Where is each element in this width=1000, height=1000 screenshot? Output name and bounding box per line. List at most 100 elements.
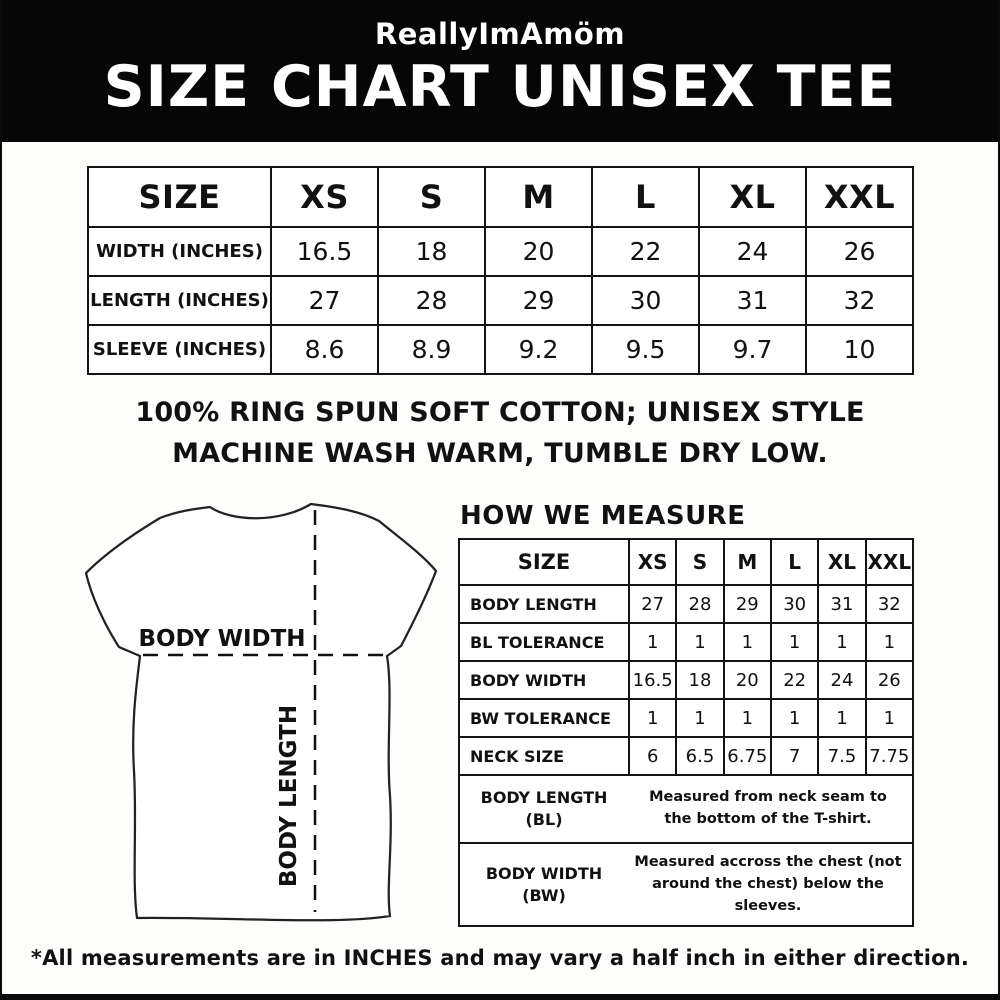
cell-value: 1	[675, 622, 725, 662]
table-row-width: WIDTH (INCHES) 16.5 18 20 22 24 26	[87, 226, 914, 277]
body-width-label: BODY WIDTH	[138, 626, 305, 652]
row-label: LENGTH (INCHES)	[87, 275, 272, 326]
cell-value: 1	[769, 698, 820, 738]
size-table: SIZE XS S M L XL XXL WIDTH (INCHES) 16.5…	[87, 166, 914, 375]
measurement-footnote: *All measurements are in INCHES and may …	[30, 946, 970, 970]
row-label: BODY LENGTH	[458, 584, 630, 624]
table-row-bw-tolerance: BW TOLERANCE 1 1 1 1 1 1	[458, 698, 915, 738]
cell-value: 32	[805, 275, 914, 326]
cell-value: 27	[627, 584, 678, 624]
cell-value: 1	[817, 622, 867, 662]
cell-value: 1	[864, 698, 915, 738]
cell-value: 22	[591, 226, 700, 277]
cell-value: 30	[591, 275, 700, 326]
cell-value: 27	[270, 275, 379, 326]
cell-value: 31	[698, 275, 807, 326]
cell-value: 22	[769, 660, 820, 700]
definition-term: BODY WIDTH (BW)	[464, 863, 624, 906]
cell-value: 16.5	[627, 660, 678, 700]
care-instructions: 100% RING SPUN SOFT COTTON; UNISEX STYLE…	[0, 392, 1000, 474]
cell-value: 1	[722, 698, 772, 738]
definition-row-body-width: BODY WIDTH (BW) Measured accross the che…	[458, 841, 914, 928]
header-banner: ReallyImAmöm SIZE CHART UNISEX TEE	[0, 0, 1000, 142]
row-label: BW TOLERANCE	[458, 698, 630, 738]
cell-value: 9.2	[484, 324, 593, 375]
definition-row-body-length: BODY LENGTH (BL) Measured from neck seam…	[458, 774, 914, 844]
row-label: BODY WIDTH	[458, 660, 630, 700]
cell-value: 16.5	[270, 226, 379, 277]
cell-value: 6.5	[675, 736, 725, 776]
table-row-neck-size: NECK SIZE 6 6.5 6.75 7 7.5 7.75	[458, 736, 915, 776]
page-title: SIZE CHART UNISEX TEE	[103, 54, 897, 120]
cell-value: 7	[769, 736, 820, 776]
measure-table-header-row: SIZE XS S M L XL XXL	[458, 538, 915, 586]
care-line-1: 100% RING SPUN SOFT COTTON; UNISEX STYLE	[135, 397, 865, 428]
definition-term-abbr: (BL)	[525, 810, 563, 829]
cell-value: 18	[377, 226, 486, 277]
cell-value: 9.7	[698, 324, 807, 375]
size-table-header-row: SIZE XS S M L XL XXL	[87, 166, 914, 228]
cell-value: 26	[805, 226, 914, 277]
tshirt-outline	[84, 502, 438, 922]
cell-value: 1	[627, 698, 678, 738]
measure-section-heading: HOW WE MEASURE	[460, 501, 746, 531]
cell-value: 10	[805, 324, 914, 375]
col-header-xs: XS	[627, 538, 678, 586]
cell-value: 18	[675, 660, 725, 700]
definition-term: BODY LENGTH (BL)	[464, 787, 624, 830]
cell-value: 7.5	[817, 736, 867, 776]
col-header-xxl: XXL	[805, 166, 914, 228]
cell-value: 20	[722, 660, 772, 700]
row-label: NECK SIZE	[458, 736, 630, 776]
bottom-border-bar	[0, 994, 1000, 1000]
care-line-2: MACHINE WASH WARM, TUMBLE DRY LOW.	[172, 438, 828, 469]
tshirt-outline-svg: BODY WIDTH BODY LENGTH	[84, 502, 438, 922]
definition-term-name: BODY WIDTH	[485, 864, 603, 884]
cell-value: 8.6	[270, 324, 379, 375]
cell-value: 24	[817, 660, 867, 700]
col-header-s: S	[377, 166, 486, 228]
definition-description: Measured from neck seam to the bottom of…	[649, 789, 887, 827]
right-border-line	[998, 0, 1000, 1000]
cell-value: 28	[377, 275, 486, 326]
col-header-xl: XL	[698, 166, 807, 228]
left-border-line	[0, 0, 2, 1000]
row-label: WIDTH (INCHES)	[87, 226, 272, 277]
col-header-xxl: XXL	[864, 538, 915, 586]
cell-value: 1	[864, 622, 915, 662]
cell-value: 20	[484, 226, 593, 277]
col-header-s: S	[675, 538, 725, 586]
cell-value: 28	[675, 584, 725, 624]
cell-value: 1	[675, 698, 725, 738]
definition-description: Measured accross the chest (not around t…	[634, 854, 902, 914]
table-row-length: LENGTH (INCHES) 27 28 29 30 31 32	[87, 275, 914, 326]
cell-value: 6.75	[722, 736, 772, 776]
col-header-size: SIZE	[87, 166, 272, 228]
definition-term-name: BODY LENGTH	[480, 788, 608, 808]
col-header-xl: XL	[817, 538, 867, 586]
row-label: SLEEVE (INCHES)	[87, 324, 272, 375]
cell-value: 29	[722, 584, 772, 624]
body-length-label: BODY LENGTH	[276, 705, 302, 887]
col-header-l: L	[591, 166, 700, 228]
tshirt-diagram: BODY WIDTH BODY LENGTH	[80, 496, 445, 941]
cell-value: 9.5	[591, 324, 700, 375]
measure-table: SIZE XS S M L XL XXL BODY LENGTH 27 28 2…	[458, 538, 915, 928]
cell-value: 32	[864, 584, 915, 624]
col-header-m: M	[722, 538, 772, 586]
cell-value: 8.9	[377, 324, 486, 375]
cell-value: 24	[698, 226, 807, 277]
cell-value: 1	[817, 698, 867, 738]
definition-term-abbr: (BW)	[522, 885, 566, 905]
cell-value: 29	[484, 275, 593, 326]
cell-value: 1	[769, 622, 820, 662]
col-header-m: M	[484, 166, 593, 228]
cell-value: 7.75	[864, 736, 915, 776]
col-header-size: SIZE	[458, 538, 630, 586]
table-row-body-width: BODY WIDTH 16.5 18 20 22 24 26	[458, 660, 915, 700]
col-header-xs: XS	[270, 166, 379, 228]
row-label: BL TOLERANCE	[458, 622, 630, 662]
cell-value: 6	[627, 736, 678, 776]
cell-value: 30	[769, 584, 820, 624]
